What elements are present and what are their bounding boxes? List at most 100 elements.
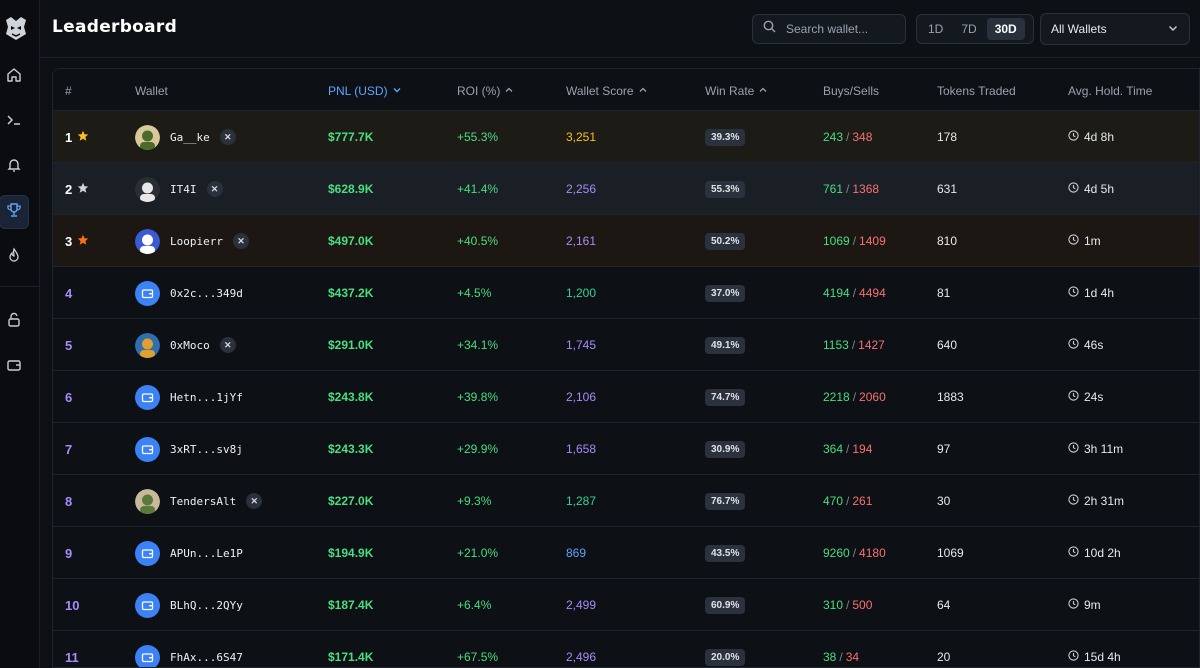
win-rate-badge: 76.7% — [705, 492, 746, 510]
buys-count: 310 — [823, 598, 844, 612]
col-winrate[interactable]: Win Rate — [705, 84, 768, 98]
wallet-name[interactable]: 3xRT...sv8j — [170, 442, 243, 456]
pnl-value: $437.2K — [328, 286, 374, 300]
wallet-cell[interactable]: APUn...Le1P — [135, 527, 243, 579]
tokens-traded-value: 640 — [937, 338, 958, 352]
roi-value: +39.8% — [457, 390, 499, 404]
table-row[interactable]: 6 Hetn...1jYf $243.8K +39.8% 2,106 74.7% 2218/… — [53, 371, 1199, 423]
search-box[interactable] — [752, 14, 906, 44]
home-icon — [6, 67, 22, 88]
period-30d-button[interactable]: 30D — [986, 18, 1025, 40]
hold-time-value: 9m — [1084, 598, 1101, 612]
table-row[interactable]: 1 Ga__ke ✕ $777.7K +55.3% 3,251 39.3% 243/348 17… — [53, 111, 1199, 163]
wallet-cell[interactable]: TendersAlt ✕ — [135, 475, 263, 527]
rank-number: 4 — [65, 285, 73, 301]
nav-alerts[interactable] — [0, 150, 29, 184]
search-input[interactable] — [786, 22, 896, 36]
nav-unlock[interactable] — [0, 305, 29, 339]
table-row[interactable]: 9 APUn...Le1P $194.9K +21.0% 869 43.5% 9260/41… — [53, 527, 1199, 579]
table-row[interactable]: 8 TendersAlt ✕ $227.0K +9.3% 1,287 76.7% 470/26… — [53, 475, 1199, 527]
wallet-cell[interactable]: FhAx...6S47 — [135, 631, 243, 667]
table-row[interactable]: 10 BLhQ...2QYy $187.4K +6.4% 2,499 60.9% 310/5… — [53, 579, 1199, 631]
table-row[interactable]: 3 Loopierr ✕ $497.0K +40.5% 2,161 50.2% 1069/14… — [53, 215, 1199, 267]
wallet-avatar-icon — [135, 592, 160, 618]
nav-terminal[interactable] — [0, 105, 29, 139]
x-social-icon[interactable]: ✕ — [206, 181, 223, 197]
tokens-traded-value: 81 — [937, 286, 951, 300]
tokens-traded-value: 810 — [937, 234, 958, 248]
wallet-score-value: 2,256 — [566, 182, 597, 196]
wallet-cell[interactable]: Ga__ke ✕ — [135, 111, 236, 163]
buys-count: 38 — [823, 650, 837, 664]
hold-time-value: 1m — [1084, 234, 1101, 248]
col-roi[interactable]: ROI (%) — [457, 84, 514, 98]
leaderboard-table: # Wallet PNL (USD) ROI (%) Wallet Score … — [52, 68, 1200, 668]
roi-value: +6.4% — [457, 598, 492, 612]
wallet-avatar-icon — [135, 540, 160, 566]
wallet-name[interactable]: 0xMoco — [170, 338, 210, 352]
table-row[interactable]: 11 FhAx...6S47 $171.4K +67.5% 2,496 20.0% 38/3… — [53, 631, 1199, 667]
wallet-name[interactable]: Loopierr — [170, 234, 223, 248]
rank-number: 9 — [65, 545, 73, 561]
pnl-value: $291.0K — [328, 338, 374, 352]
x-social-icon[interactable]: ✕ — [219, 337, 236, 353]
unlock-icon — [6, 312, 22, 333]
period-1d-button[interactable]: 1D — [928, 22, 944, 36]
sort-up-icon — [758, 84, 768, 98]
period-toggle: 1D 7D 30D — [916, 14, 1034, 44]
wallet-cell[interactable]: 0xMoco ✕ — [135, 319, 236, 371]
clock-icon — [1068, 234, 1079, 248]
nav-trending[interactable] — [0, 240, 29, 274]
x-social-icon[interactable]: ✕ — [219, 129, 236, 145]
period-7d-button[interactable]: 7D — [961, 22, 977, 36]
col-pnl[interactable]: PNL (USD) — [328, 84, 402, 98]
hold-time-cell: 2h 31m — [1068, 475, 1124, 527]
buys-sells-separator: / — [852, 234, 857, 248]
wallet-name[interactable]: BLhQ...2QYy — [170, 598, 243, 612]
table-row[interactable]: 7 3xRT...sv8j $243.3K +29.9% 1,658 30.9% 364/1… — [53, 423, 1199, 475]
rank-number: 2 — [65, 181, 73, 197]
roi-value: +21.0% — [457, 546, 499, 560]
col-score[interactable]: Wallet Score — [566, 84, 648, 98]
wallet-cell[interactable]: Loopierr ✕ — [135, 215, 249, 267]
wallet-cell[interactable]: BLhQ...2QYy — [135, 579, 243, 631]
table-row[interactable]: 2 IT4I ✕ $628.9K +41.4% 2,256 55.3% 761/1368 631… — [53, 163, 1199, 215]
app-logo[interactable] — [0, 12, 32, 44]
win-rate-badge: 39.3% — [705, 128, 746, 146]
rank-cell: 6 — [65, 371, 72, 423]
x-social-icon[interactable]: ✕ — [246, 493, 263, 509]
wallet-cell[interactable]: Hetn...1jYf — [135, 371, 243, 423]
wallet-name[interactable]: FhAx...6S47 — [170, 650, 243, 664]
wallet-name[interactable]: 0x2c...349d — [170, 286, 243, 300]
hold-time-value: 1d 4h — [1084, 286, 1115, 300]
pnl-value: $628.9K — [328, 182, 374, 196]
wallet-name[interactable]: TendersAlt — [170, 494, 237, 508]
page-title: Leaderboard — [52, 17, 178, 37]
rank-number: 5 — [65, 337, 73, 353]
rank-number: 8 — [65, 493, 73, 509]
table-row[interactable]: 5 0xMoco ✕ $291.0K +34.1% 1,745 49.1% 1153/1427… — [53, 319, 1199, 371]
wallet-name[interactable]: Hetn...1jYf — [170, 390, 243, 404]
nav-wallet[interactable] — [0, 350, 29, 384]
wallet-cell[interactable]: 0x2c...349d — [135, 267, 243, 319]
nav-home[interactable] — [0, 60, 29, 94]
wallet-name[interactable]: IT4I — [170, 182, 197, 196]
rank-cell: 2 — [65, 163, 89, 215]
wallet-filter-select[interactable]: All Wallets — [1040, 13, 1190, 45]
wallet-cell[interactable]: IT4I ✕ — [135, 163, 223, 215]
nav-leaderboard[interactable] — [0, 195, 29, 229]
table-row[interactable]: 4 0x2c...349d $437.2K +4.5% 1,200 37.0% 4194/4… — [53, 267, 1199, 319]
x-social-icon[interactable]: ✕ — [232, 233, 249, 249]
clock-icon — [1068, 390, 1079, 404]
wallet-name[interactable]: Ga__ke — [170, 130, 210, 144]
wallet-name[interactable]: APUn...Le1P — [170, 546, 243, 560]
col-buys-sells: Buys/Sells — [823, 84, 880, 98]
pnl-value: $171.4K — [328, 650, 374, 664]
table-header: # Wallet PNL (USD) ROI (%) Wallet Score … — [53, 69, 1199, 111]
hold-time-value: 4d 5h — [1084, 182, 1115, 196]
sort-desc-icon — [392, 84, 402, 98]
wallet-cell[interactable]: 3xRT...sv8j — [135, 423, 243, 475]
pnl-value: $497.0K — [328, 234, 374, 248]
hold-time-cell: 1d 4h — [1068, 267, 1114, 319]
hold-time-cell: 24s — [1068, 371, 1103, 423]
